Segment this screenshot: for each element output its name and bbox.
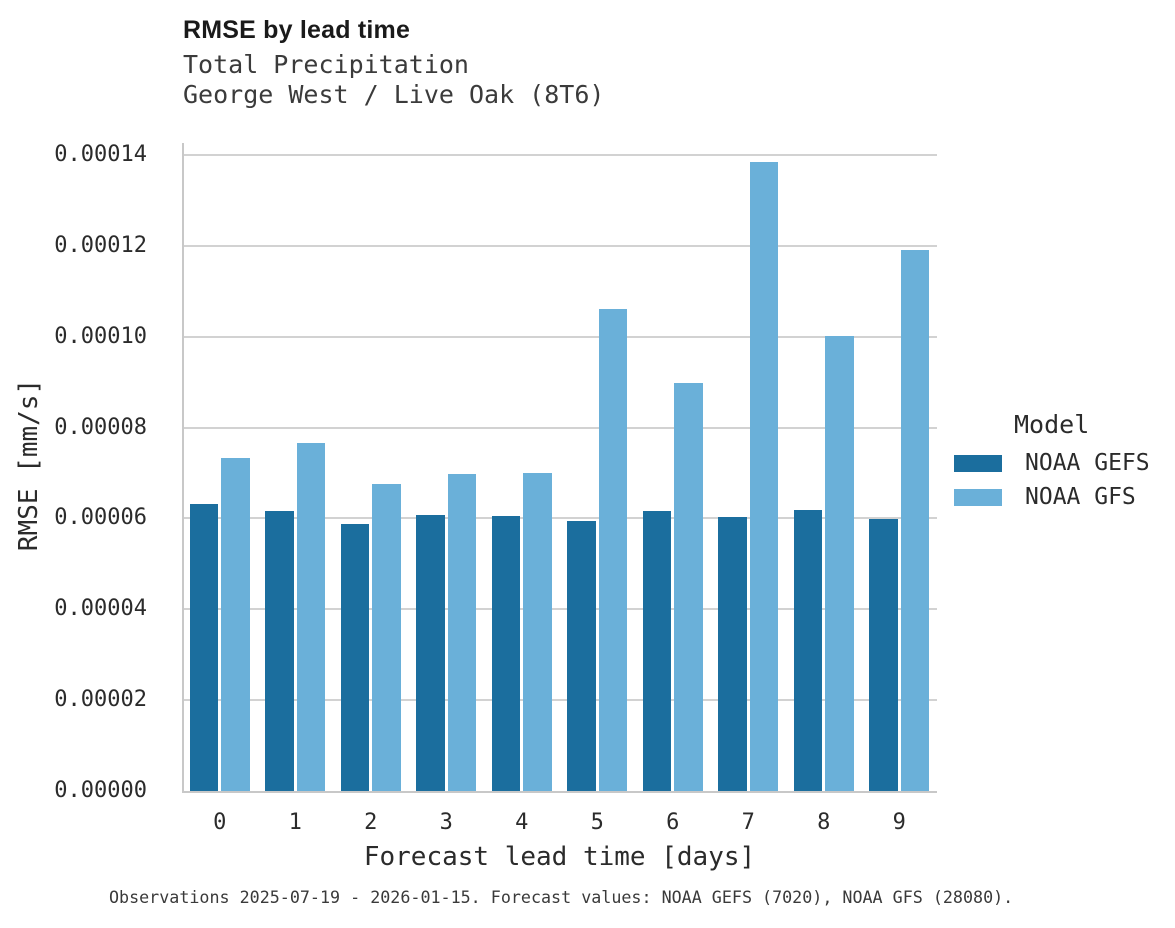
bar-noaa-gfs-lead-0 [221,457,250,791]
bar-noaa-gefs-lead-9 [869,519,898,791]
x-tick-label-2: 2 [364,810,378,835]
x-tick-label-6: 6 [666,810,680,835]
bar-noaa-gfs-lead-8 [825,335,854,791]
x-tick-label-8: 8 [817,810,831,835]
caption: Observations 2025-07-19 - 2026-01-15. Fo… [109,887,1014,907]
x-tick-label-4: 4 [515,810,529,835]
gridline-0.00002 [184,699,937,702]
bar-noaa-gefs-lead-6 [642,511,672,791]
x-tick-label-9: 9 [892,810,906,835]
x-axis-title: Forecast lead time [days] [363,842,756,872]
bar-noaa-gfs-lead-7 [749,161,779,791]
legend-item-noaa-gefs: NOAA GEFS [954,450,1150,476]
y-tick-label-0.00012: 0.00012 [54,232,147,258]
gridline-0.00012 [184,244,937,247]
legend-swatch-noaa-gfs [954,488,1002,506]
bar-noaa-gfs-lead-2 [372,483,401,791]
plot-area: 0.00000 0.00002 0.00004 0.00006 0.00008 0.000… [54,142,937,835]
x-tick-label-5: 5 [590,810,604,835]
x-tick-label-3: 3 [439,810,453,835]
y-axis-line [182,143,184,793]
bar-noaa-gefs-lead-4 [491,516,521,791]
y-tick-label-0.00008: 0.00008 [54,414,147,440]
chart-subtitle-variable: Total Precipitation [183,50,469,79]
gridline-0.00008 [184,426,937,429]
legend-label-noaa-gfs: NOAA GFS [1025,484,1136,510]
bar-noaa-gfs-lead-6 [674,383,703,791]
chart-subtitle-station: George West / Live Oak (8T6) [183,80,605,109]
bar-noaa-gefs-lead-0 [189,504,219,791]
y-tick-label-0.00014: 0.00014 [54,142,147,167]
bar-noaa-gfs-lead-5 [598,309,628,791]
x-axis-line [182,791,937,793]
bar-noaa-gefs-lead-7 [718,517,747,791]
bar-noaa-gfs-lead-4 [523,473,552,791]
legend-item-noaa-gfs: NOAA GFS [954,484,1136,510]
y-tick-label-0.00010: 0.00010 [54,323,147,349]
bar-noaa-gfs-lead-1 [296,443,326,791]
bar-noaa-gefs-lead-1 [265,511,294,791]
y-tick-label-0.00004: 0.00004 [54,596,147,622]
bar-noaa-gefs-lead-3 [416,515,445,791]
legend-swatch-noaa-gefs [954,454,1002,472]
legend-title: Model [1014,410,1090,439]
bar-noaa-gefs-lead-8 [793,510,823,791]
legend-label-noaa-gefs: NOAA GEFS [1025,450,1150,476]
bar-noaa-gfs-lead-9 [900,249,930,791]
gridline-0.00004 [184,608,937,611]
x-tick-label-1: 1 [288,810,302,835]
gridline-0.00006 [184,517,937,520]
x-tick-label-7: 7 [741,810,755,835]
y-tick-label-0.00002: 0.00002 [54,687,147,713]
bar-noaa-gefs-lead-2 [340,523,370,791]
gridline-0.00014 [184,154,937,156]
bar-noaa-gfs-lead-3 [447,474,477,791]
y-tick-label-0.00000: 0.00000 [54,778,147,803]
chart-title: RMSE by lead time [183,16,411,44]
gridline-0.00010 [184,335,937,338]
y-tick-label-0.00006: 0.00006 [54,505,147,531]
x-tick-label-0: 0 [213,810,227,835]
bar-noaa-gefs-lead-5 [567,520,596,791]
y-axis-title: RMSE [mm/s] [14,378,44,552]
